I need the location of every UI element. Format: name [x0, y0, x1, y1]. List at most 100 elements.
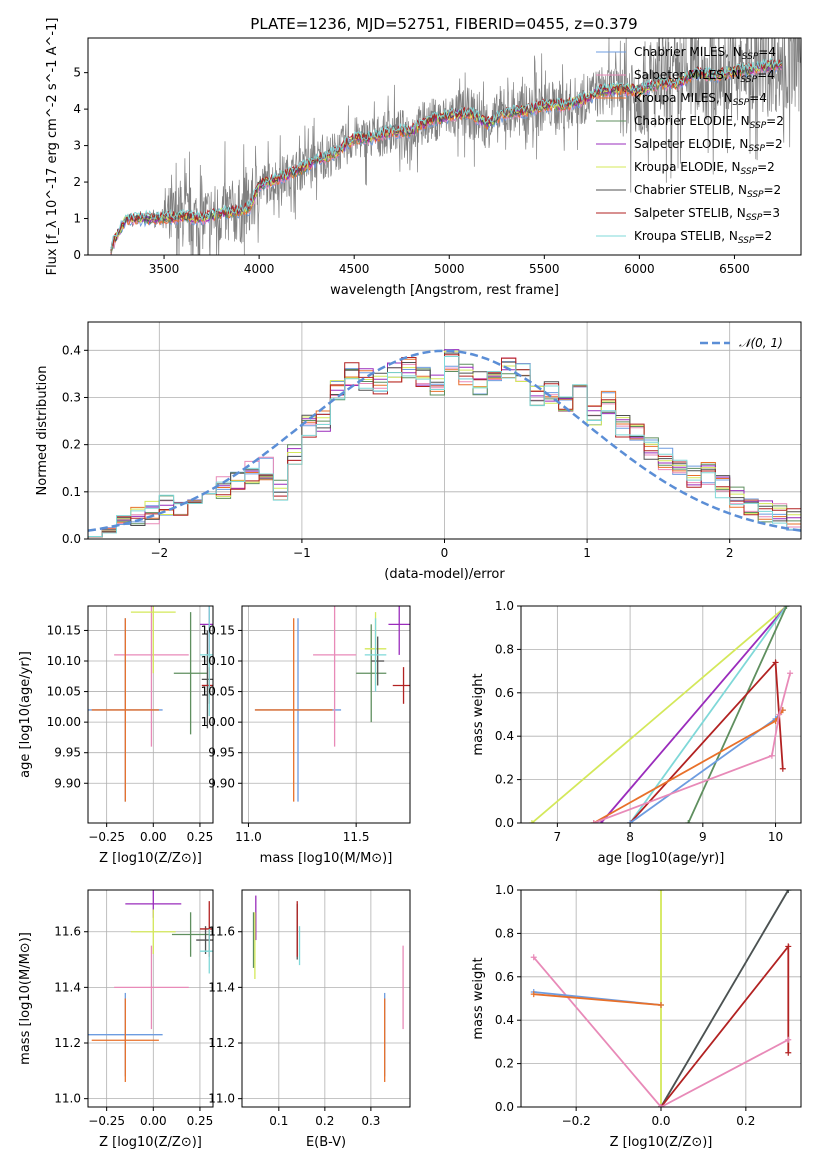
y-tick-label: 11.4 — [54, 980, 81, 994]
legend-label: Salpeter MILES, NSSP=4 — [634, 68, 775, 85]
y-tick-label: 9.95 — [208, 746, 235, 760]
x-tick-label: 0.25 — [187, 1114, 214, 1128]
x-tick-label: −0.25 — [88, 1114, 125, 1128]
panel-age_vs_Z: −0.25 0.00 0.25 9.90 9.95 10.00 10.05 10.10 10.1… — [18, 605, 214, 866]
panel-spectrum: Chabrier MILES, NSSP=4 Salpeter MILES, NS… — [45, 18, 802, 298]
legend-label: Kroupa ELODIE, NSSP=2 — [634, 160, 775, 177]
y-axis-label: Flux [f_λ 10^-17 erg cm^-2 s^-1 A^-1] — [45, 18, 60, 276]
y-tick-label: 10.10 — [47, 654, 81, 668]
panel-massweight_vs_age: 7 8 9 10 0.0 0.2 0.4 0.6 0.8 1.0 age [log10(age/yr… — [471, 599, 802, 866]
y-tick-label: 0.3 — [62, 390, 81, 404]
series-line-kroupa_elodie — [531, 606, 788, 823]
legend-label: Chabrier MILES, NSSP=4 — [634, 45, 776, 62]
y-tick-label: 9.95 — [54, 746, 81, 760]
x-tick-label: 11.5 — [343, 830, 370, 844]
x-tick-label: 6500 — [719, 262, 750, 276]
series-line-kroupa_miles — [533, 993, 662, 1006]
series-line-kroupa_miles — [593, 709, 784, 823]
series-line-salpeter_miles — [533, 956, 789, 1107]
y-tick-label: 10.00 — [47, 715, 81, 729]
y-tick-label: 0.4 — [62, 343, 81, 357]
x-tick-label: 5500 — [529, 262, 560, 276]
x-tick-label: 0.00 — [140, 1114, 167, 1128]
panel-mass_vs_ebv: 0.1 0.2 0.3 11.0 11.2 11.4 11.6 E(B-V) — [208, 889, 411, 1150]
y-tick-label: 0.2 — [495, 773, 514, 787]
x-axis-label: mass [log10(M/M⊙)] — [260, 851, 393, 866]
x-axis-label: Z [log10(Z/Z⊙)] — [610, 1135, 713, 1150]
series-marker — [658, 890, 664, 893]
panel-massweight_vs_Z: −0.2 0.0 0.2 0.0 0.2 0.4 0.6 0.8 1.0 Z [log10(Z/Z… — [471, 883, 802, 1150]
x-tick-label: 8 — [626, 830, 634, 844]
series-marker — [772, 659, 779, 666]
x-tick-label: 0.2 — [736, 1114, 755, 1128]
x-tick-label: 3500 — [149, 262, 180, 276]
y-tick-label: 11.4 — [208, 980, 235, 994]
plot-area — [528, 606, 794, 823]
y-tick-label: 0.0 — [495, 1100, 514, 1114]
legend-label: Kroupa STELIB, NSSP=2 — [634, 229, 772, 246]
plot-area — [252, 895, 404, 1082]
spectrum-data-line — [111, 38, 801, 255]
y-tick-label: 9.90 — [208, 776, 235, 790]
legend-label: 𝒩(0, 1) — [739, 336, 783, 350]
y-tick-label: 9.90 — [54, 776, 81, 790]
series-marker — [779, 765, 786, 772]
y-tick-label: 11.2 — [54, 1036, 81, 1050]
series-marker — [530, 991, 537, 998]
panel-mass_vs_Z: −0.25 0.00 0.25 11.0 11.2 11.4 11.6 Z [log10(Z/… — [18, 889, 214, 1150]
plot-area — [88, 890, 213, 1082]
y-tick-label: 0.0 — [495, 816, 514, 830]
y-tick-label: 0.0 — [62, 532, 81, 546]
series-marker — [530, 954, 537, 961]
x-tick-label: 11.0 — [235, 830, 262, 844]
y-tick-label: 1.0 — [495, 883, 514, 897]
y-tick-label: 0.4 — [495, 1013, 514, 1027]
x-tick-label: −1 — [293, 546, 311, 560]
x-tick-label: 7 — [554, 830, 562, 844]
series-marker — [528, 820, 535, 823]
x-tick-label: 2 — [726, 546, 734, 560]
y-tick-label: 4 — [73, 102, 81, 116]
series-marker — [783, 606, 790, 609]
y-tick-label: 0.8 — [495, 926, 514, 940]
y-tick-label: 0 — [73, 248, 81, 262]
x-tick-label: 0 — [441, 546, 449, 560]
x-tick-label: 1 — [583, 546, 591, 560]
series-line-chabrier_stelib — [660, 890, 790, 1107]
figure-title: PLATE=1236, MJD=52751, FIBERID=0455, z=0… — [250, 15, 637, 33]
normal-curve — [88, 349, 801, 532]
x-axis-label: wavelength [Angstrom, rest frame] — [330, 283, 559, 298]
x-axis-label: E(B-V) — [306, 1135, 346, 1150]
series-line-chabrier_miles — [629, 709, 784, 823]
y-tick-label: 3 — [73, 139, 81, 153]
x-tick-label: 0.1 — [269, 1114, 288, 1128]
y-axis-label: mass weight — [471, 673, 486, 755]
series-line-salpeter_miles — [593, 673, 791, 823]
x-tick-label: 0.25 — [187, 830, 214, 844]
y-tick-label: 0.8 — [495, 642, 514, 656]
series-marker — [776, 711, 783, 718]
legend-label: Kroupa MILES, NSSP=4 — [634, 91, 767, 108]
axes-frame — [87, 889, 214, 1108]
axes-frame — [87, 37, 802, 256]
series-marker — [785, 943, 792, 950]
y-tick-label: 11.2 — [208, 1036, 235, 1050]
x-tick-label: 4000 — [244, 262, 275, 276]
plot-area — [254, 606, 410, 802]
series-marker — [590, 820, 597, 823]
y-tick-label: 1 — [73, 212, 81, 226]
series-marker — [787, 670, 794, 677]
x-tick-label: −2 — [150, 546, 168, 560]
x-tick-label: 0.00 — [140, 830, 167, 844]
y-tick-label: 10.10 — [201, 654, 235, 668]
y-tick-label: 1.0 — [495, 599, 514, 613]
x-tick-label: −0.2 — [562, 1114, 591, 1128]
series-marker — [785, 1049, 792, 1056]
plot-area — [88, 606, 213, 802]
legend-label: Salpeter ELODIE, NSSP=2 — [634, 137, 783, 154]
y-tick-label: 10.05 — [201, 685, 235, 699]
model-line-kroupa_stelib — [110, 57, 782, 250]
x-tick-label: 10 — [768, 830, 783, 844]
x-axis-label: (data-model)/error — [384, 567, 505, 582]
y-tick-label: 0.4 — [495, 729, 514, 743]
